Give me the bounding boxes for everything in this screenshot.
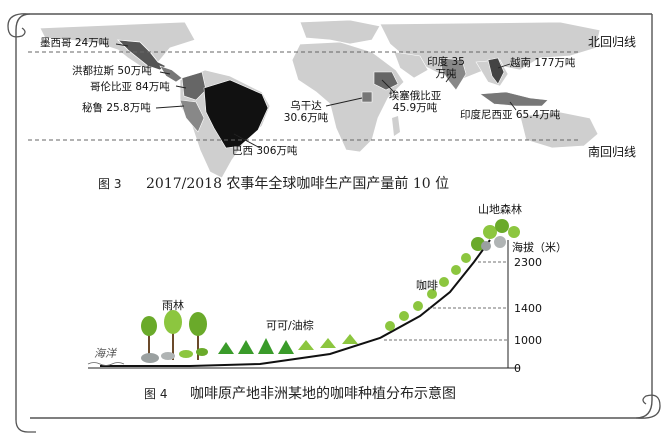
figure-3-number: 图 3 [98,177,122,191]
label-uganda: 乌干达 30.6万吨 [283,100,329,125]
arabia [393,51,429,79]
altitude-tick-1000: 1000 [514,334,542,347]
coffee-trees [385,253,471,331]
slope-curve [100,239,491,367]
figure-4-title: 咖啡原产地非洲某地的咖啡种植分布示意图 [190,386,456,402]
madagascar [392,116,400,136]
central-america [159,65,183,83]
figure-4-number: 图 4 [144,387,168,401]
australia [519,111,599,149]
altitude-tick-0: 0 [514,362,521,375]
rainforest-label: 雨林 [162,299,184,312]
montane-forest [471,219,520,251]
label-indonesia: 印度尼西亚 65.4万吨 [460,109,561,121]
tropic-of-cancer-label: 北回归线 [588,35,637,49]
coffee-label: 咖啡 [416,279,438,292]
vietnam-shape [487,57,505,85]
peru-shape [179,99,205,133]
palm-trees [218,334,358,354]
africa [291,41,405,153]
label-honduras: 洪都拉斯 50万吨 [72,65,152,77]
altitude-tick-2300: 2300 [514,256,542,269]
colombia-shape [181,71,207,101]
ocean-label: 海洋 [94,347,116,360]
montane-forest-label: 山地森林 [478,203,522,216]
figure-3-title: 2017/2018 农事年全球咖啡生产国产量前 10 位 [146,176,450,192]
label-vietnam: 越南 177万吨 [510,57,576,69]
brazil-shape [203,79,269,149]
ethiopia-shape [373,71,399,91]
ocean-waves [87,362,125,366]
europe [299,19,381,45]
cocoa-palm-label: 可可/油棕 [266,319,314,332]
north-america [39,21,196,71]
label-ethiopia: 埃塞俄比亚 45.9万吨 [388,90,442,115]
label-mexico: 墨西哥 24万吨 [40,37,110,49]
tropic-of-capricorn-label: 南回归线 [588,145,637,159]
label-india: 印度 35万吨 [427,56,465,81]
indonesia-shape [479,91,549,107]
altitude-axis-title: 海拔（米） [512,241,567,254]
label-colombia: 哥伦比亚 84万吨 [90,81,170,93]
label-peru: 秘鲁 25.8万吨 [82,102,151,114]
uganda-shape [361,91,373,103]
label-brazil: 巴西 306万吨 [232,145,298,157]
altitude-tick-1400: 1400 [514,302,542,315]
india-shape [439,57,467,91]
rainforest-trees [141,310,208,363]
